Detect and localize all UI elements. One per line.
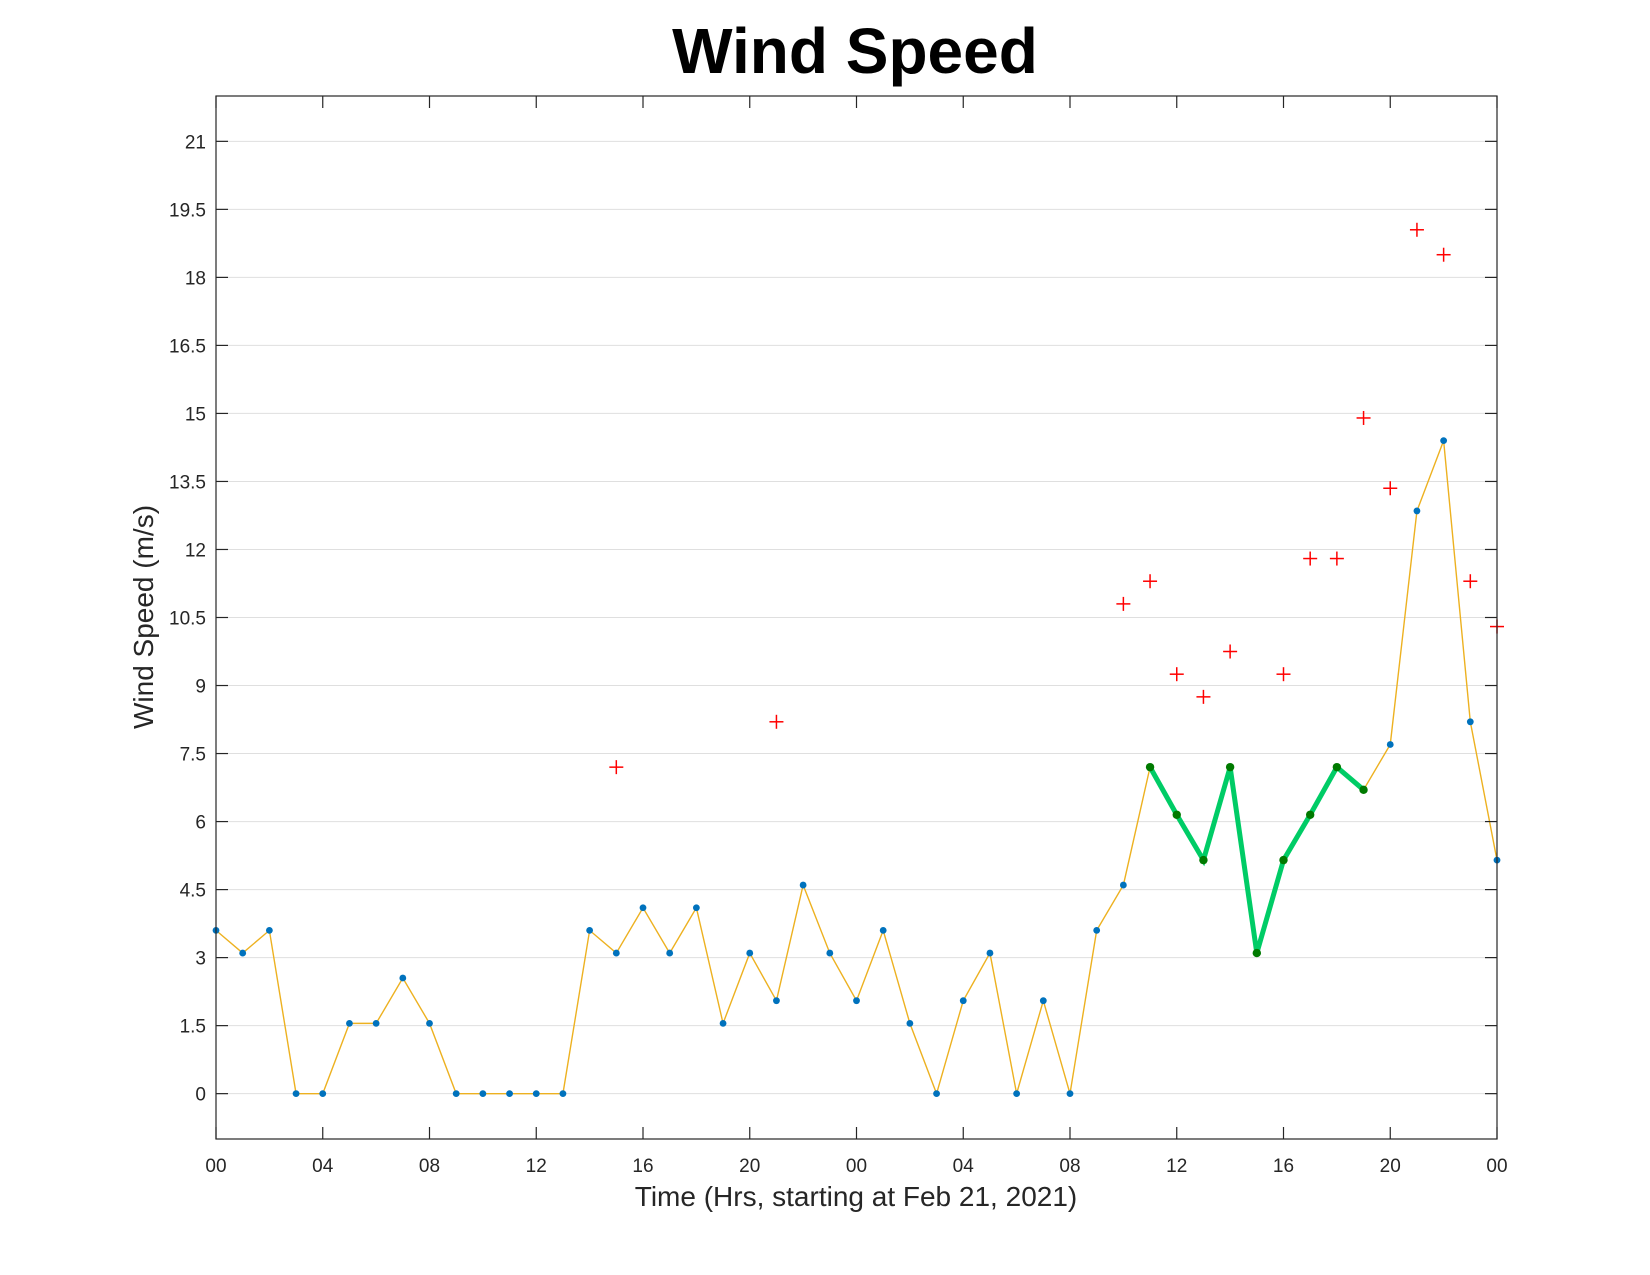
data-point [906,1019,914,1027]
highlight-point [1332,762,1342,772]
data-point [639,904,647,912]
y-tick-label: 3 [195,949,206,970]
data-point [1093,927,1101,934]
highlight-series-line [1147,763,1366,954]
data-point [372,1019,380,1027]
y-tick-label: 1.5 [180,1017,206,1038]
x-tick-label: 08 [419,1156,440,1177]
y-tick-label: 6 [195,813,206,834]
data-point [1013,1090,1021,1098]
x-tick-label: 16 [1273,1156,1294,1177]
plus-marker [1329,551,1344,566]
x-tick-label: 04 [953,1156,975,1177]
x-tick-label: 00 [205,1156,226,1177]
highlight-point [1279,855,1288,865]
y-tick-label: 10.5 [169,609,206,630]
data-point [692,904,700,912]
data-point [612,949,620,957]
y-tick-label: 21 [185,132,206,153]
data-point [1386,741,1394,748]
data-point [452,1090,460,1098]
data-point [719,1019,727,1027]
highlight-point [1305,810,1315,819]
highlight-point [1359,785,1368,795]
x-tick-label: 20 [739,1156,760,1177]
plus-marker [1116,596,1131,611]
data-point [292,1090,300,1098]
highlight-point [1252,948,1262,958]
data-point [1466,718,1474,726]
data-point [559,1090,567,1098]
x-tick-label: 12 [1166,1156,1187,1177]
chart-title: Wind Speed [672,15,1038,87]
plus-marker [1276,667,1291,682]
data-point [746,949,754,957]
data-point [479,1090,487,1098]
x-tick-label: 12 [526,1156,547,1177]
data-point [1066,1090,1074,1098]
data-point [399,974,407,982]
data-point [666,949,674,957]
data-point [1039,997,1047,1005]
data-point [799,881,807,889]
data-point [586,927,594,934]
data-point [346,1019,353,1027]
grid-lines [216,140,1497,1095]
plus-marker [1169,667,1184,682]
y-tick-label: 13.5 [169,472,206,493]
data-point [773,997,780,1005]
plot-series [212,222,1504,1098]
y-tick-label: 12 [185,540,206,561]
data-point [826,949,834,957]
data-point [426,1019,433,1027]
data-point [959,997,967,1005]
plus-marker [609,760,624,775]
x-tick-label: 00 [846,1156,867,1177]
highlight-point [1172,810,1181,819]
data-point [532,1090,540,1098]
data-point [239,949,247,957]
data-point [1440,437,1448,445]
y-tick-label: 4.5 [180,881,206,902]
plus-marker [1409,222,1424,237]
data-point [1119,881,1127,889]
y-axis-label: Wind Speed (m/s) [128,505,159,729]
y-tick-label: 0 [195,1085,206,1106]
plus-marker [1356,410,1371,425]
x-tick-label: 20 [1380,1156,1401,1177]
axis-ticks: 0 1.5 3 4.5 6 7.5 9 10.5 12 13.5 15 16.5 18 19.5 21 00 0… [169,96,1508,1177]
data-point [265,927,273,934]
highlight-point [1145,762,1155,772]
plus-marker [1383,481,1398,496]
y-tick-label: 9 [195,677,206,698]
x-tick-label: 16 [632,1156,653,1177]
highlight-point [1199,855,1208,865]
x-tick-label: 00 [1486,1156,1507,1177]
plus-marker [1196,689,1211,704]
y-tick-label: 18 [185,268,206,289]
data-point [319,1090,327,1098]
data-point [986,949,994,957]
y-tick-label: 19.5 [169,200,206,221]
data-point [506,1090,513,1098]
plus-marker [1143,574,1158,589]
plus-marker [1436,247,1451,262]
x-tick-label: 04 [312,1156,334,1177]
y-tick-label: 7.5 [180,745,206,766]
x-tick-label: 08 [1059,1156,1080,1177]
wind-speed-line [215,440,1498,1096]
y-tick-label: 16.5 [169,336,206,357]
plus-marker [1303,551,1318,566]
data-point [853,997,860,1005]
highlight-point [1225,762,1235,772]
x-axis-label: Time (Hrs, starting at Feb 21, 2021) [635,1181,1077,1212]
y-tick-label: 15 [185,404,206,425]
data-point [879,927,887,934]
data-point [1413,507,1421,515]
plus-marker [769,714,784,729]
plus-marker [1463,574,1478,589]
data-point [933,1090,940,1098]
plus-marker [1223,644,1238,659]
